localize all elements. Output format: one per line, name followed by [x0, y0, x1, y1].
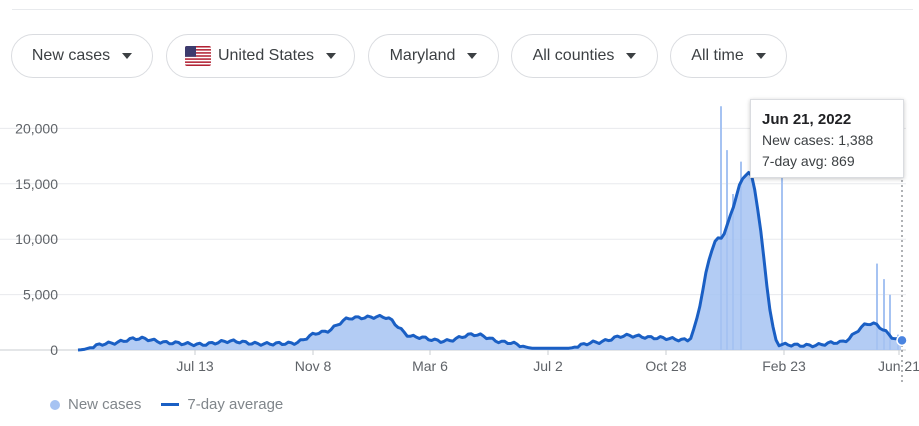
- y-tick-label: 10,000: [15, 231, 58, 247]
- new-cases-bar: [876, 263, 878, 350]
- country-dropdown-label: United States: [217, 47, 315, 64]
- chevron-down-icon: [626, 53, 637, 59]
- new-cases-legend-dot: [50, 399, 60, 410]
- state-dropdown-label: Maryland: [389, 47, 456, 64]
- y-tick-label: 0: [50, 342, 58, 358]
- chevron-down-icon: [326, 53, 337, 59]
- x-tick-label: Nov 8: [295, 358, 332, 374]
- y-tick-label: 5,000: [23, 287, 58, 303]
- new-cases-bar: [781, 172, 783, 350]
- state-dropdown[interactable]: Maryland: [368, 34, 499, 78]
- chevron-down-icon: [467, 53, 478, 59]
- hover-tooltip: Jun 21, 2022 New cases: 1,388 7-day avg:…: [750, 99, 904, 178]
- chevron-down-icon: [755, 53, 766, 59]
- tooltip-date: Jun 21, 2022: [762, 111, 852, 128]
- top-divider: [12, 9, 913, 10]
- hover-point-marker: [896, 334, 908, 347]
- average-legend-line: [161, 403, 180, 406]
- time-range-dropdown-label: All time: [691, 47, 744, 64]
- x-tick-label: Oct 28: [645, 358, 686, 374]
- x-tick-label: Jul 13: [176, 358, 214, 374]
- time-range-dropdown[interactable]: All time: [670, 34, 787, 78]
- new-cases-legend-label: New cases: [68, 396, 142, 413]
- us-flag-icon: [184, 46, 211, 66]
- average-area: [78, 172, 901, 350]
- tooltip-seven-day-avg: 7-day avg: 869: [762, 153, 855, 169]
- x-tick-label: Jul 2: [533, 358, 563, 374]
- metric-dropdown-label: New cases: [31, 47, 111, 64]
- new-cases-bar: [720, 106, 722, 351]
- new-cases-bar: [883, 279, 885, 350]
- new-cases-bar: [889, 294, 891, 350]
- county-dropdown[interactable]: All counties: [511, 34, 658, 78]
- average-legend-label: 7-day average: [187, 396, 284, 413]
- x-tick-label: Jun 21: [878, 358, 919, 374]
- x-tick-label: Feb 23: [762, 358, 806, 374]
- county-dropdown-label: All counties: [532, 47, 615, 64]
- country-dropdown[interactable]: United States: [166, 34, 355, 78]
- chart-legend: New cases 7-day average: [50, 396, 283, 413]
- tooltip-new-cases: New cases: 1,388: [762, 132, 874, 148]
- x-tick-label: Mar 6: [412, 358, 448, 374]
- metric-dropdown[interactable]: New cases: [11, 34, 153, 78]
- y-tick-label: 15,000: [15, 176, 58, 192]
- y-tick-label: 20,000: [15, 120, 58, 136]
- chevron-down-icon: [122, 53, 133, 59]
- seven-day-average-line: [77, 171, 902, 352]
